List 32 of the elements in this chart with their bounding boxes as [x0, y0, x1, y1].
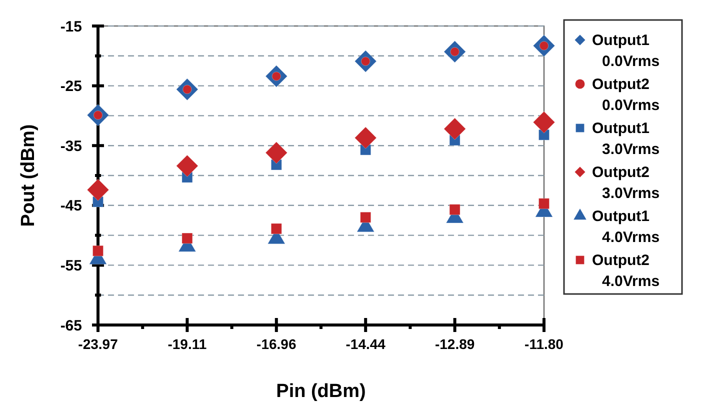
point [532, 111, 556, 134]
point [92, 245, 104, 256]
y-axis-title: Pout (dBm) [18, 124, 39, 227]
point [265, 142, 288, 164]
y-tick-label: -65 [60, 317, 82, 334]
point [182, 232, 193, 244]
point [86, 178, 110, 201]
point [360, 212, 372, 223]
legend-label: Output1 3.0Vrms [592, 120, 660, 158]
x-tick-label: -12.89 [434, 336, 475, 352]
x-tick-label: -16.96 [256, 336, 296, 352]
y-tick-label: -35 [60, 138, 82, 155]
x-tick-label: -14.44 [346, 336, 386, 352]
point [449, 204, 460, 216]
point [538, 198, 550, 210]
point [444, 118, 466, 140]
legend-label: Output1 4.0Vrms [592, 208, 660, 246]
x-tick-label: -11.80 [524, 336, 564, 352]
legend-label: Output2 4.0Vrms [592, 252, 660, 290]
x-axis-title: Pin (dBm) [276, 381, 366, 402]
y-tick-label: -15 [60, 18, 82, 36]
y-tick-label: -55 [60, 257, 82, 274]
point [176, 154, 198, 178]
point [354, 126, 377, 149]
x-tick-label: -19.11 [168, 336, 207, 352]
y-tick-label: -25 [60, 78, 82, 96]
legend-label: Output2 3.0Vrms [592, 164, 660, 202]
y-tick-label: -45 [60, 198, 82, 215]
point [270, 223, 282, 234]
legend-label: Output1 0.0Vrms [592, 32, 660, 70]
x-tick-label: -23.97 [78, 336, 118, 352]
legend-label: Output2 0.0Vrms [592, 76, 660, 114]
